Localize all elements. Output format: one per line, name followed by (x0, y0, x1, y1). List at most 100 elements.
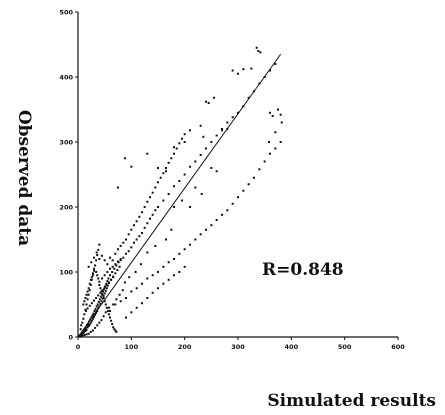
scatter-point (269, 152, 271, 155)
scatter-point (114, 303, 117, 306)
scatter-point (105, 287, 108, 290)
scatter-point (88, 289, 91, 292)
scatter-point (111, 271, 114, 273)
scatter-point (95, 251, 98, 254)
scatter-point (83, 334, 86, 337)
scatter-point (106, 280, 109, 283)
scatter-point (194, 186, 197, 189)
scatter-point (183, 265, 186, 268)
scatter-point (127, 250, 130, 253)
scatter-point (162, 282, 165, 285)
scatter-point (94, 264, 97, 267)
scatter-point (99, 287, 102, 290)
scatter-point (199, 124, 202, 127)
scatter-point (104, 303, 107, 306)
scatter-point (116, 269, 119, 272)
scatter-point (98, 298, 101, 301)
x-tick-label: 600 (391, 343, 405, 351)
scatter-point (106, 263, 109, 266)
scatter-point (87, 287, 90, 290)
scatter-point (118, 293, 121, 296)
scatter-point (106, 271, 109, 273)
scatter-point (237, 111, 239, 114)
scatter-point (183, 133, 186, 136)
scatter-point (130, 290, 133, 293)
scatter-point (99, 302, 102, 305)
scatter-point (81, 334, 84, 337)
scatter-point (89, 321, 92, 324)
scatter-point (162, 265, 165, 268)
scatter-point (86, 307, 89, 310)
scatter-point (119, 258, 122, 260)
scatter-point (85, 333, 88, 336)
scatter-point (167, 193, 170, 195)
scatter-point (80, 324, 83, 327)
scatter-point (88, 282, 91, 285)
scatter-point (90, 319, 93, 322)
scatter-point (221, 213, 223, 216)
scatter-point (95, 271, 98, 273)
scatter-point (117, 186, 119, 189)
scatter-point (119, 259, 122, 262)
scatter-point (226, 209, 229, 212)
scatter-point (101, 254, 103, 257)
scatter-point (231, 69, 234, 72)
scatter-point (267, 141, 270, 143)
scatter-point (89, 330, 92, 333)
scatter-point (101, 277, 103, 280)
scatter-point (178, 252, 181, 255)
scatter-point (189, 206, 191, 208)
scatter-point (277, 108, 279, 111)
scatter-point (96, 274, 99, 277)
y-tick-label: 400 (59, 74, 73, 82)
scatter-point (107, 277, 110, 280)
x-tick-label: 200 (178, 343, 192, 351)
scatter-point (80, 334, 83, 337)
scatter-point (167, 278, 170, 281)
scatter-point (173, 206, 175, 208)
scatter-point (103, 300, 106, 303)
scatter-point (93, 315, 95, 318)
scatter-point (127, 233, 130, 236)
scatter-point (279, 141, 282, 143)
scatter-point (189, 165, 191, 168)
scatter-point (165, 167, 167, 169)
scatter-point (99, 291, 102, 294)
scatter-point (279, 113, 282, 116)
scatter-point (165, 238, 167, 241)
scatter-point (157, 167, 159, 169)
scatter-point (96, 303, 99, 306)
scatter-point (141, 302, 143, 305)
scatter-point (87, 332, 90, 335)
scatter-point (170, 157, 173, 160)
scatter-point (130, 165, 133, 168)
scatter-point (117, 248, 119, 251)
scatter-point (178, 271, 181, 273)
scatter-point (112, 326, 115, 329)
scatter-point (98, 284, 101, 286)
scatter-point (215, 134, 218, 137)
scatter-point (194, 238, 197, 241)
scatter-point (84, 308, 87, 311)
scatter-point (103, 287, 106, 290)
scatter-point (146, 251, 149, 254)
y-tick-label: 200 (59, 204, 73, 212)
scatter-point (173, 185, 175, 188)
scatter-point (159, 176, 162, 179)
scatter-point (139, 263, 142, 266)
scatter-point (162, 172, 165, 175)
scatter-point (94, 313, 97, 316)
scatter-point (280, 121, 283, 124)
scatter-point (111, 259, 114, 262)
scatter-point (274, 131, 277, 134)
plot-area (77, 46, 283, 338)
scatter-point (125, 316, 127, 319)
scatter-point (178, 180, 181, 182)
scatter-point (114, 252, 117, 255)
scatter-point (146, 297, 149, 299)
scatter-point (107, 313, 110, 316)
scatter-point (138, 235, 141, 238)
scatter-point (167, 161, 170, 164)
scatter-point (88, 323, 91, 326)
scatter-point (89, 278, 92, 281)
